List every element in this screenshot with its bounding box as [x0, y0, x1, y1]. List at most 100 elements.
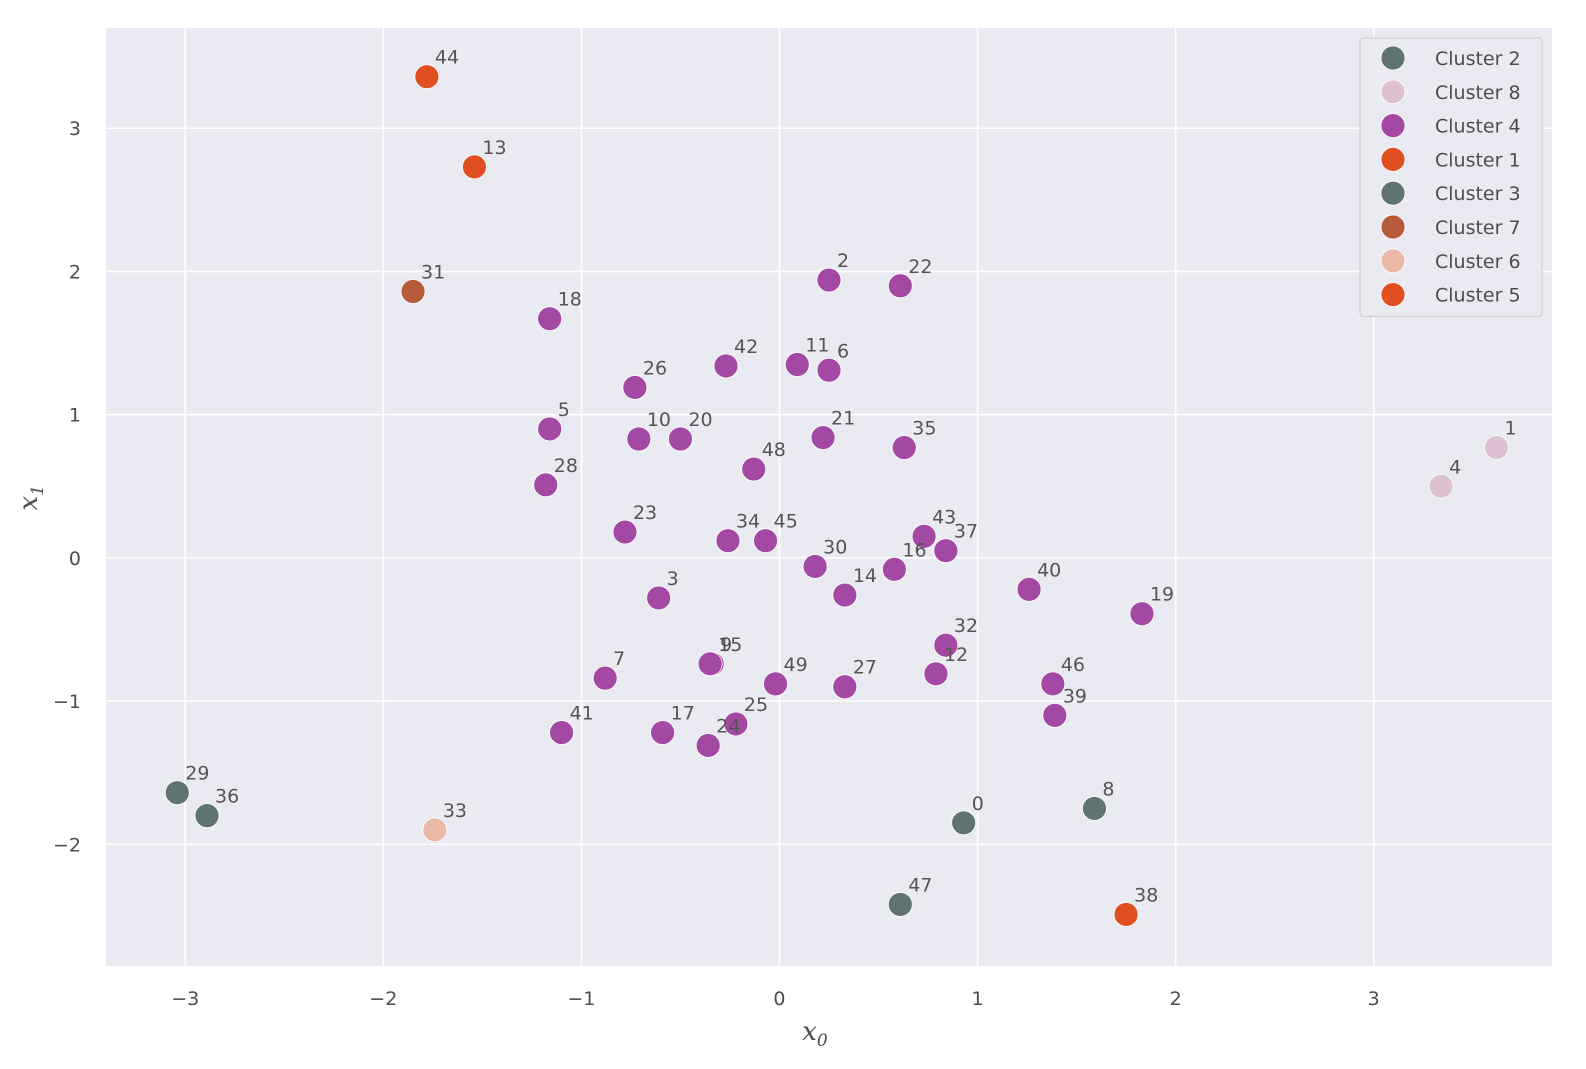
- data-point: [802, 554, 828, 579]
- x-tick-label: 1: [972, 988, 984, 1010]
- grid-lines: [106, 28, 1552, 966]
- point-label: 43: [932, 506, 956, 528]
- point-label: 25: [744, 694, 768, 716]
- x-axis-ticks: −3 −2 −1 0 1 2 3: [171, 988, 1380, 1010]
- data-point: [1016, 576, 1042, 602]
- data-point: [622, 375, 648, 400]
- data-point: [713, 353, 739, 379]
- point-label: 22: [908, 256, 932, 278]
- x-axis-label-base: x: [802, 1017, 817, 1047]
- data-point: [1484, 435, 1509, 460]
- legend-entry: Cluster 3: [1435, 183, 1521, 205]
- data-point: [549, 720, 574, 745]
- legend-marker: [1380, 45, 1406, 71]
- point-label: 20: [688, 409, 712, 431]
- data-point: [592, 665, 618, 691]
- legend-marker: [1380, 282, 1406, 308]
- data-point: [923, 661, 949, 687]
- data-point: [816, 357, 842, 383]
- point-label: 47: [908, 874, 932, 896]
- data-point: [650, 720, 676, 745]
- data-point: [668, 426, 693, 452]
- y-axis-label: x1: [14, 485, 48, 511]
- point-label: 23: [633, 502, 657, 524]
- y-tick-label: 2: [69, 261, 81, 283]
- point-label: 30: [823, 536, 847, 558]
- data-point: [1042, 702, 1068, 728]
- legend-marker: [1380, 113, 1406, 138]
- point-label: 1: [1505, 418, 1517, 440]
- data-point: [1428, 473, 1454, 499]
- point-label: 18: [558, 289, 582, 311]
- data-point: [911, 523, 937, 549]
- legend-marker: [1380, 180, 1406, 206]
- data-point: [1129, 601, 1155, 627]
- data-point: [697, 651, 723, 677]
- point-label: 46: [1061, 654, 1085, 676]
- point-label: 26: [643, 357, 667, 379]
- data-point: [723, 711, 749, 737]
- x-axis-label-subscript: 0: [817, 1031, 828, 1051]
- data-point: [741, 456, 767, 482]
- data-point: [881, 556, 907, 582]
- legend-entry: Cluster 2: [1435, 48, 1521, 70]
- point-label: 34: [736, 511, 760, 533]
- y-axis-ticks: −2 −1 0 1 2 3: [53, 118, 81, 856]
- x-axis-label: x0: [802, 1017, 828, 1051]
- point-label: 17: [671, 703, 695, 725]
- point-label: 7: [613, 648, 625, 670]
- data-point: [810, 425, 836, 450]
- point-label: 42: [734, 336, 758, 358]
- point-label: 39: [1063, 685, 1087, 707]
- point-label: 45: [774, 511, 798, 533]
- x-tick-label: 3: [1368, 988, 1380, 1010]
- point-label: 10: [647, 409, 671, 431]
- data-point: [933, 538, 959, 564]
- legend-entry: Cluster 6: [1435, 251, 1521, 273]
- y-axis-label-base: x: [14, 495, 44, 510]
- plot-area: [106, 28, 1552, 966]
- data-point: [646, 585, 672, 611]
- data-point: [816, 267, 842, 293]
- point-label: 24: [716, 715, 740, 737]
- x-tick-label: 2: [1170, 988, 1182, 1010]
- y-tick-label: −1: [53, 691, 81, 713]
- point-label: 37: [954, 521, 978, 543]
- x-tick-label: −3: [171, 988, 199, 1010]
- point-label: 9: [720, 634, 732, 656]
- legend-box: [1359, 37, 1543, 317]
- data-point: [422, 817, 448, 843]
- point-label: 27: [853, 657, 877, 679]
- x-tick-label: 0: [773, 988, 785, 1010]
- data-point: [753, 528, 779, 554]
- y-tick-label: 1: [69, 405, 81, 427]
- point-label: 44: [435, 47, 459, 69]
- data-point: [612, 519, 638, 545]
- data-point: [887, 892, 913, 917]
- data-point: [891, 435, 917, 460]
- data-point: [832, 582, 858, 608]
- data-point: [951, 810, 977, 836]
- point-label: 31: [421, 261, 445, 283]
- legend-entry: Cluster 4: [1435, 116, 1521, 138]
- point-label: 21: [831, 408, 855, 430]
- data-point: [626, 426, 652, 452]
- x-tick-label: −2: [369, 988, 397, 1010]
- legend: Cluster 2 Cluster 8 Cluster 4 Cluster 1 Clus…: [1359, 37, 1543, 317]
- point-label: 5: [558, 399, 570, 421]
- point-label: 29: [185, 763, 209, 785]
- data-point: [537, 306, 563, 332]
- data-point: [400, 279, 426, 304]
- data-point: [164, 780, 190, 806]
- point-label: 15: [718, 634, 742, 656]
- point-label: 49: [784, 654, 808, 676]
- point-label: 4: [1449, 456, 1461, 478]
- point-label: 0: [972, 793, 984, 815]
- y-axis-label-subscript: 1: [28, 485, 48, 496]
- point-label: 8: [1102, 778, 1114, 800]
- data-point: [715, 528, 741, 554]
- data-point: [832, 674, 858, 700]
- point-label: 14: [853, 565, 877, 587]
